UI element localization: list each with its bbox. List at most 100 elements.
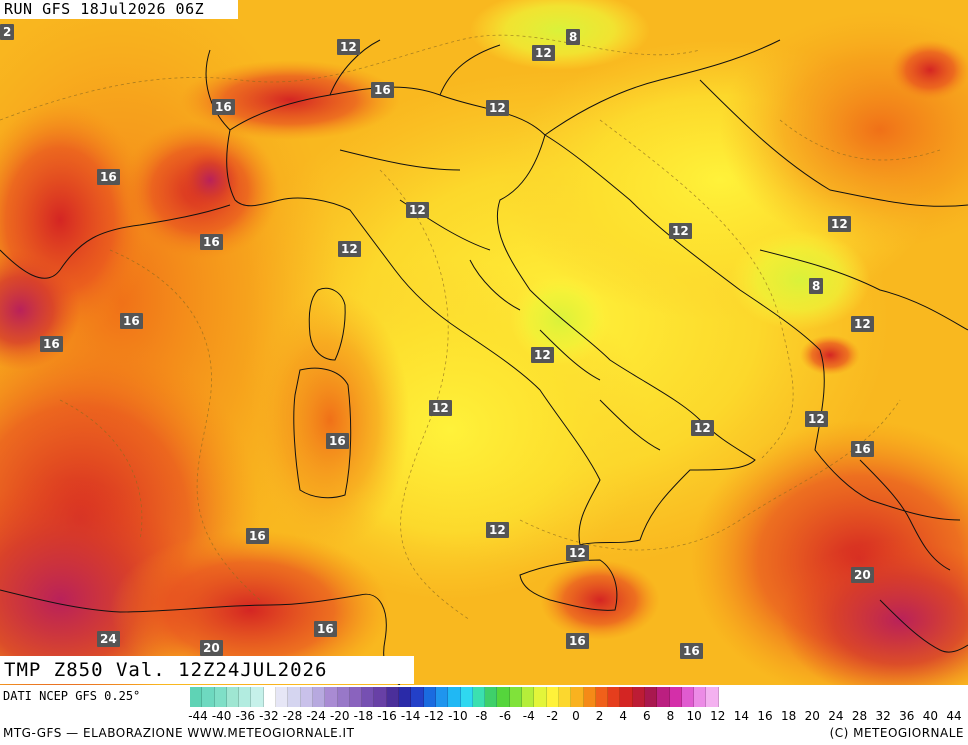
contour-label: 12 <box>338 241 361 257</box>
contour-label: 16 <box>200 234 223 250</box>
color-swatch <box>288 687 301 707</box>
scale-tick-label: 2 <box>595 709 604 723</box>
color-swatch <box>411 687 424 707</box>
color-swatch <box>485 687 498 707</box>
color-swatch <box>399 687 412 707</box>
color-swatch <box>276 687 289 707</box>
scale-tick-label: -16 <box>377 709 397 723</box>
scale-tick-label: 40 <box>922 709 939 723</box>
contour-label: 12 <box>691 420 714 436</box>
color-swatch <box>669 687 682 707</box>
contour-label: 16 <box>212 99 235 115</box>
contour-label: 12 <box>531 347 554 363</box>
scale-tick-label: 14 <box>733 709 750 723</box>
color-swatch <box>460 687 473 707</box>
contour-label: 16 <box>566 633 589 649</box>
color-swatch <box>595 687 609 707</box>
temperature-map <box>0 0 968 685</box>
scale-tick-label: 24 <box>828 709 844 723</box>
contour-label: 16 <box>371 82 394 98</box>
scale-tick-label: 12 <box>710 709 726 723</box>
color-swatch <box>558 687 572 707</box>
field-label: TMP Z850 Val. 12Z24JUL2026 <box>0 656 414 684</box>
color-swatch <box>448 687 461 707</box>
scale-ticks: -44 -40 -36 -32 -28 -24 -20 -18 -16 -14 -12 -10 -8 -6… <box>188 709 968 725</box>
color-swatch <box>694 687 707 707</box>
color-swatch <box>202 687 215 707</box>
contour-label: 8 <box>566 29 581 45</box>
color-swatch <box>325 687 338 707</box>
contour-label: 16 <box>314 621 337 637</box>
scale-tick-label: 8 <box>666 709 675 723</box>
contour-label: 12 <box>486 522 509 538</box>
color-swatch <box>644 687 658 707</box>
scale-tick-label: -10 <box>448 709 468 723</box>
scale-tick-label: -4 <box>522 709 535 723</box>
color-swatch <box>608 687 621 707</box>
contour-label: 12 <box>337 39 360 55</box>
color-swatch <box>300 687 313 707</box>
color-swatch <box>681 687 695 707</box>
scale-tick-label: -6 <box>499 709 512 723</box>
color-swatch <box>239 687 252 707</box>
scale-tick-label: -8 <box>475 709 488 723</box>
color-swatch <box>190 687 203 707</box>
scale-tick-label: -2 <box>546 709 559 723</box>
scale-tick-label: -12 <box>424 709 445 723</box>
color-swatch <box>263 687 277 707</box>
contour-label: 12 <box>486 100 509 116</box>
contour-label: 16 <box>680 643 703 659</box>
color-swatch <box>497 687 510 707</box>
credit-text: MTG-GFS — ELABORAZIONE WWW.METEOGIORNALE… <box>3 726 355 740</box>
scale-tick-label: -40 <box>211 709 232 723</box>
color-swatch <box>423 687 436 707</box>
color-swatch <box>522 687 535 707</box>
contour-label: 16 <box>851 441 874 457</box>
contour-label: 12 <box>532 45 555 61</box>
contour-label: 12 <box>828 216 851 232</box>
contour-label: 16 <box>40 336 63 352</box>
contour-label: 16 <box>246 528 269 544</box>
contour-label: 16 <box>326 433 349 449</box>
color-swatch <box>583 687 596 707</box>
color-swatch <box>509 687 523 707</box>
color-swatch <box>632 687 645 707</box>
color-swatch <box>472 687 486 707</box>
contour-label: 20 <box>851 567 874 583</box>
scale-tick-label: 6 <box>643 709 651 723</box>
contour-label: 12 <box>406 202 429 218</box>
scale-tick-label: -20 <box>329 709 350 723</box>
scale-tick-label: -28 <box>282 709 303 723</box>
contour-label: 8 <box>809 278 824 294</box>
color-swatch <box>571 687 584 707</box>
color-swatch <box>386 687 400 707</box>
run-label: RUN GFS 18Jul2026 06Z <box>0 0 238 19</box>
scale-tick-label: -24 <box>306 709 326 723</box>
contour-label: 12 <box>566 545 589 561</box>
color-swatch <box>435 687 449 707</box>
scale-tick-label: 20 <box>804 709 820 723</box>
color-swatch <box>546 687 559 707</box>
data-source: DATI NCEP GFS 0.25° <box>3 689 141 703</box>
scale-tick-label: 4 <box>619 709 628 723</box>
color-swatch <box>657 687 670 707</box>
scale-tick-label: -32 <box>259 709 279 723</box>
color-swatch <box>349 687 363 707</box>
scale-tick-label: 16 <box>757 709 773 723</box>
color-swatch <box>251 687 264 707</box>
scale-tick-label: 18 <box>780 709 797 723</box>
contour-label: 12 <box>851 316 874 332</box>
contour-label: 12 <box>669 223 692 239</box>
color-scale <box>190 687 719 707</box>
legend: DATI NCEP GFS 0.25° -44 -40 -36 -32 -28 -24 -2… <box>0 685 968 745</box>
color-swatch <box>362 687 375 707</box>
color-swatch <box>706 687 719 707</box>
color-swatch <box>620 687 633 707</box>
scale-tick-label: -18 <box>353 709 374 723</box>
scale-tick-label: 36 <box>899 709 915 723</box>
contour-label: 12 <box>805 411 828 427</box>
color-swatch <box>214 687 227 707</box>
scale-tick-label: -36 <box>235 709 256 723</box>
color-swatch <box>374 687 387 707</box>
